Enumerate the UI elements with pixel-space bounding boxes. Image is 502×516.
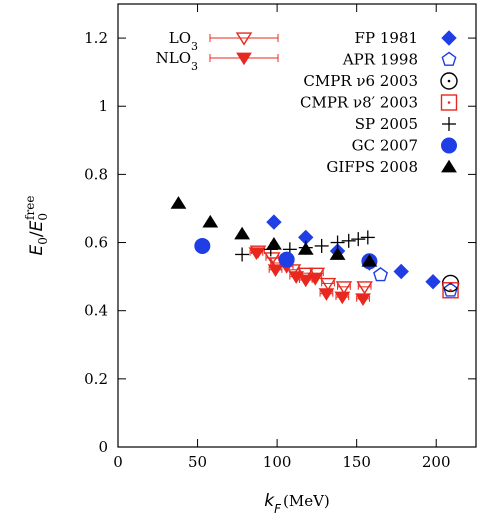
legend-symbol <box>236 52 252 66</box>
series-8 <box>170 196 378 267</box>
legend-symbol <box>440 72 458 90</box>
x-tick-label: 100 <box>263 453 292 471</box>
x-tick-label: 0 <box>113 453 123 471</box>
legend-symbol <box>441 159 457 173</box>
data-point <box>278 251 295 268</box>
series-5 <box>442 282 459 299</box>
data-point <box>442 282 459 299</box>
series-3 <box>373 267 459 297</box>
data-point <box>314 238 329 253</box>
data-point <box>355 293 371 307</box>
y-axis-title: E0/E0free <box>23 196 50 256</box>
data-point <box>351 232 366 247</box>
data-point <box>360 230 375 245</box>
legend-symbol <box>441 137 457 154</box>
data-point <box>266 236 282 250</box>
legend-symbol <box>440 94 458 111</box>
data-point <box>356 281 373 295</box>
y-tick-label: 1.2 <box>84 29 108 47</box>
legend-label: NLO3 <box>156 49 198 73</box>
plot-frame <box>117 3 477 448</box>
data-point <box>319 277 337 292</box>
legend-label: CMPR ν8′ 2003 <box>300 94 418 112</box>
series-7 <box>194 237 378 270</box>
data-point <box>341 233 356 248</box>
data-point <box>335 281 353 295</box>
data-point <box>248 247 265 261</box>
y-tick-label: 0.8 <box>84 165 108 183</box>
data-point <box>330 235 345 250</box>
y-tick-label: 0.2 <box>84 370 108 388</box>
legend-symbol-dot <box>447 79 451 83</box>
legend-label: SP 2005 <box>355 115 418 133</box>
data-point <box>267 264 284 278</box>
y-tick-label: 0 <box>98 438 108 456</box>
legend-label: CMPR ν6 2003 <box>303 72 418 90</box>
data-point <box>373 267 389 282</box>
legend-symbol-box <box>440 94 458 111</box>
data-point <box>297 242 314 255</box>
series-1 <box>248 247 371 307</box>
y-tick-label: 1 <box>98 97 108 115</box>
data-point <box>318 288 335 301</box>
data-point <box>234 226 251 240</box>
legend-symbol <box>235 32 253 46</box>
data-point <box>334 291 351 305</box>
data-point <box>266 214 282 230</box>
legend-symbol-dot <box>447 101 451 104</box>
legend-symbol <box>442 117 456 131</box>
y-tick-label: 0.6 <box>84 234 108 252</box>
legend-symbol-ring <box>440 72 458 90</box>
data-point <box>235 247 250 262</box>
x-tick-label: 150 <box>342 453 371 471</box>
x-tick-label: 50 <box>188 453 207 471</box>
legend-label: GIFPS 2008 <box>326 158 418 176</box>
legend-label: LO3 <box>169 29 198 53</box>
y-tick-label: 0.4 <box>84 302 108 320</box>
data-point-box <box>442 282 459 299</box>
legend-label: FP 1981 <box>355 29 418 47</box>
legend-symbol <box>441 30 457 46</box>
data-point <box>393 263 409 280</box>
data-point-dot <box>449 288 452 292</box>
legend-label: APR 1998 <box>342 51 418 69</box>
data-point <box>202 214 219 228</box>
x-tick-label: 200 <box>422 453 451 471</box>
data-point <box>361 254 378 267</box>
data-point <box>307 272 324 286</box>
x-axis-title: kF (MeV) <box>264 491 330 516</box>
data-point <box>425 274 441 290</box>
data-point <box>329 247 346 260</box>
data-point <box>443 282 459 297</box>
data-point <box>194 237 211 254</box>
data-point <box>170 196 187 209</box>
legend-label: GC 2007 <box>352 137 418 155</box>
legend-symbol <box>441 51 457 66</box>
